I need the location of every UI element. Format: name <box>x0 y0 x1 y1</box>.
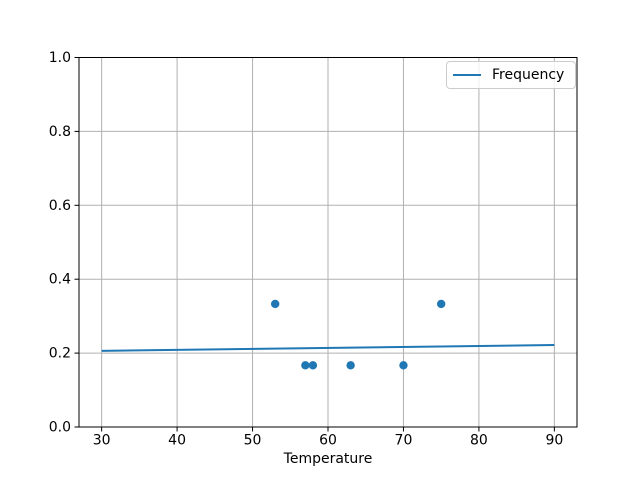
y-tick-label: 0.2 <box>49 346 71 362</box>
x-tick-label: 40 <box>168 433 186 449</box>
scatter-point <box>346 361 355 370</box>
x-tick-label: 90 <box>545 433 563 449</box>
scatter-point <box>436 299 446 309</box>
x-tick-label: 30 <box>93 433 111 449</box>
x-tick-label: 70 <box>395 433 413 449</box>
y-tick-label: 0.0 <box>49 420 71 436</box>
x-tick-label: 80 <box>470 433 488 449</box>
scatter-point <box>308 361 318 370</box>
frequency-line <box>101 343 555 352</box>
scatter-point <box>399 361 408 370</box>
x-axis-title: Temperature <box>283 451 373 467</box>
legend-label: Frequency <box>492 67 565 83</box>
scatter-point <box>301 361 310 370</box>
x-tick-label: 50 <box>244 433 262 449</box>
x-tick-label: 60 <box>319 433 337 449</box>
y-tick-label: 0.8 <box>49 124 71 140</box>
legend: Frequency <box>446 61 576 89</box>
y-tick-label: 1.0 <box>49 50 71 66</box>
y-tick-label: 0.4 <box>49 272 71 288</box>
scatter-point <box>270 299 280 309</box>
y-tick-label: 0.6 <box>49 198 71 214</box>
legend-line-swatch <box>453 74 481 76</box>
